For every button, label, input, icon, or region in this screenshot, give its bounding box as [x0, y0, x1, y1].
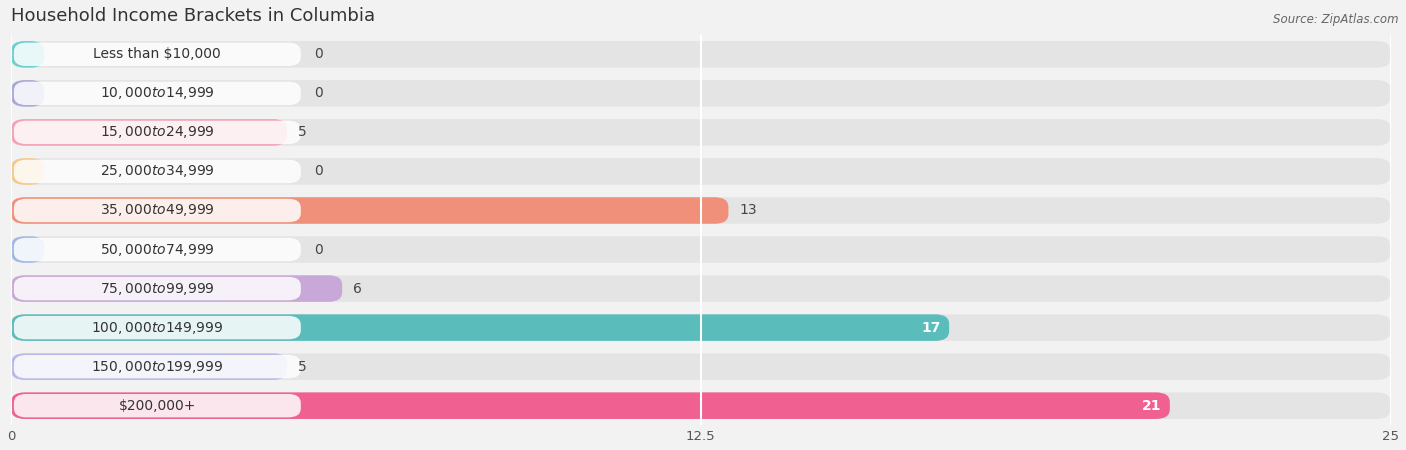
FancyBboxPatch shape: [14, 43, 301, 66]
Text: 5: 5: [298, 360, 307, 374]
FancyBboxPatch shape: [14, 316, 301, 339]
Text: 21: 21: [1142, 399, 1161, 413]
Text: $10,000 to $14,999: $10,000 to $14,999: [100, 86, 215, 101]
FancyBboxPatch shape: [14, 82, 301, 105]
Text: 0: 0: [315, 47, 323, 61]
FancyBboxPatch shape: [11, 119, 287, 146]
FancyBboxPatch shape: [11, 392, 1170, 419]
FancyBboxPatch shape: [14, 160, 301, 183]
FancyBboxPatch shape: [11, 80, 44, 107]
Text: 13: 13: [740, 203, 756, 217]
Text: Source: ZipAtlas.com: Source: ZipAtlas.com: [1274, 14, 1399, 27]
FancyBboxPatch shape: [11, 119, 1391, 146]
FancyBboxPatch shape: [11, 236, 1391, 263]
FancyBboxPatch shape: [11, 158, 1391, 185]
FancyBboxPatch shape: [11, 197, 1391, 224]
Text: 5: 5: [298, 126, 307, 140]
FancyBboxPatch shape: [11, 315, 1391, 341]
Text: 0: 0: [315, 243, 323, 256]
FancyBboxPatch shape: [11, 158, 44, 185]
FancyBboxPatch shape: [11, 41, 44, 68]
FancyBboxPatch shape: [14, 355, 301, 378]
FancyBboxPatch shape: [11, 197, 728, 224]
FancyBboxPatch shape: [11, 275, 342, 302]
Text: $150,000 to $199,999: $150,000 to $199,999: [91, 359, 224, 375]
Text: $75,000 to $99,999: $75,000 to $99,999: [100, 280, 215, 297]
FancyBboxPatch shape: [11, 80, 1391, 107]
Text: $100,000 to $149,999: $100,000 to $149,999: [91, 320, 224, 336]
Text: 0: 0: [315, 164, 323, 179]
Text: 17: 17: [921, 320, 941, 335]
FancyBboxPatch shape: [11, 353, 287, 380]
Text: $35,000 to $49,999: $35,000 to $49,999: [100, 202, 215, 219]
FancyBboxPatch shape: [14, 121, 301, 144]
FancyBboxPatch shape: [14, 394, 301, 417]
FancyBboxPatch shape: [11, 353, 1391, 380]
FancyBboxPatch shape: [11, 275, 1391, 302]
FancyBboxPatch shape: [11, 41, 1391, 68]
FancyBboxPatch shape: [11, 392, 1391, 419]
FancyBboxPatch shape: [14, 238, 301, 261]
Text: $15,000 to $24,999: $15,000 to $24,999: [100, 124, 215, 140]
Text: $25,000 to $34,999: $25,000 to $34,999: [100, 163, 215, 180]
FancyBboxPatch shape: [14, 277, 301, 300]
FancyBboxPatch shape: [11, 315, 949, 341]
Text: 0: 0: [315, 86, 323, 100]
FancyBboxPatch shape: [11, 236, 44, 263]
Text: Household Income Brackets in Columbia: Household Income Brackets in Columbia: [11, 7, 375, 25]
Text: $50,000 to $74,999: $50,000 to $74,999: [100, 242, 215, 257]
FancyBboxPatch shape: [14, 199, 301, 222]
Text: 6: 6: [353, 282, 363, 296]
Text: $200,000+: $200,000+: [118, 399, 195, 413]
Text: Less than $10,000: Less than $10,000: [93, 47, 221, 61]
